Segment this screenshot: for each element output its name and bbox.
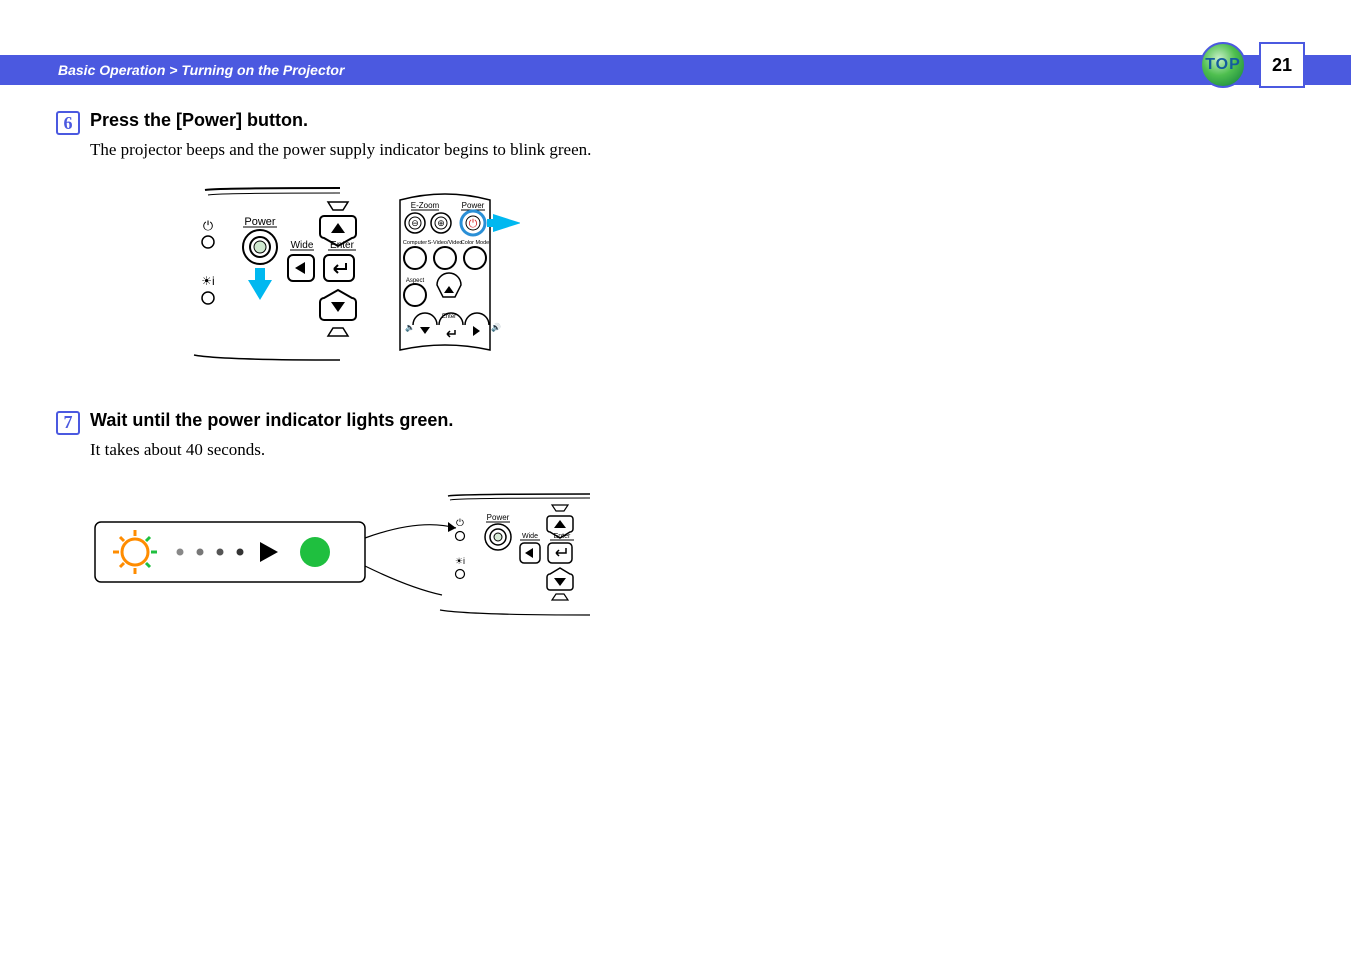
small-panel-wide-label: Wide xyxy=(522,533,538,540)
step-6-title: Press the [Power] button. xyxy=(90,110,308,131)
page-number: 21 xyxy=(1272,55,1292,76)
remote-colormode-label: Color Mode xyxy=(461,240,489,246)
step-7-number-box: 7 xyxy=(56,411,80,435)
svg-text:☀i: ☀i xyxy=(201,274,214,288)
step-7-header: 7 Wait until the power indicator lights … xyxy=(56,410,1291,435)
page-number-box: 21 xyxy=(1259,42,1305,88)
remote-control: E-Zoom Power ⊖ ⊕ ⏻ xyxy=(400,194,520,350)
remote-svideo-label: S-Video/Video xyxy=(428,240,463,246)
svg-text:⏻: ⏻ xyxy=(469,218,478,230)
arrow-to-remote-power xyxy=(487,214,520,232)
remote-power-label: Power xyxy=(462,201,485,210)
top-button[interactable]: TOP xyxy=(1200,42,1246,88)
breadcrumb-text: Basic Operation > Turning on the Project… xyxy=(58,62,344,78)
svg-text:⊕: ⊕ xyxy=(437,218,445,228)
step-7-title: Wait until the power indicator lights gr… xyxy=(90,410,453,431)
svg-text:⏻: ⏻ xyxy=(456,518,464,529)
remote-computer-label: Computer xyxy=(403,240,427,246)
svg-text:🔊: 🔊 xyxy=(491,322,501,332)
step-6-number: 6 xyxy=(64,113,73,134)
projector-panel: ⏻ ☀i Power Wide xyxy=(194,188,356,360)
step-7-body: It takes about 40 seconds. xyxy=(90,439,690,462)
panel-wide-label: Wide xyxy=(291,240,314,251)
solid-led-green xyxy=(300,537,330,567)
step-6-number-box: 6 xyxy=(56,111,80,135)
remote-ezoom-label: E-Zoom xyxy=(411,201,440,210)
panel-power-label: Power xyxy=(244,216,276,228)
step-6-figure: ⏻ ☀i Power Wide xyxy=(90,180,1291,370)
step-6-body: The projector beeps and the power supply… xyxy=(90,139,690,162)
blinking-led-orange xyxy=(113,530,157,574)
arrow-to-power xyxy=(248,268,272,300)
svg-text:⏻: ⏻ xyxy=(203,218,213,233)
step-6-header: 6 Press the [Power] button. xyxy=(56,110,1291,135)
small-panel-power-label: Power xyxy=(487,513,510,522)
step-7-figure: ⏻ ☀i Power Wide xyxy=(90,480,1291,630)
svg-text:⊖: ⊖ xyxy=(411,218,419,228)
breadcrumb-bar: Basic Operation > Turning on the Project… xyxy=(0,55,1351,85)
svg-text:☀i: ☀i xyxy=(455,556,465,566)
projector-panel-small: ⏻ ☀i Power Wide xyxy=(440,494,590,615)
step-7-number: 7 xyxy=(64,412,73,433)
top-button-label: TOP xyxy=(1205,56,1241,74)
panel-enter-label: Enter xyxy=(330,240,355,251)
